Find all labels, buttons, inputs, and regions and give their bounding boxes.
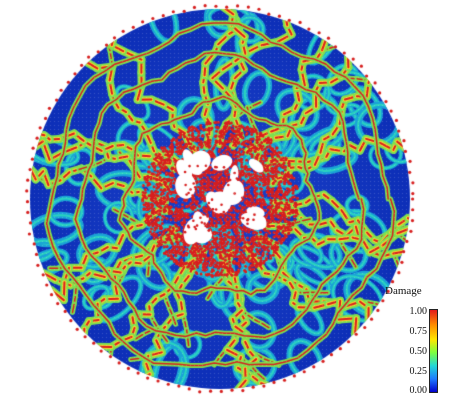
colorbar-tick: 1.00 xyxy=(409,306,428,317)
colorbar-tick: 0.00 xyxy=(409,385,428,396)
colorbar-tick: 0.25 xyxy=(409,366,428,377)
colorbar-gradient xyxy=(429,309,438,393)
colorbar-title: Damage xyxy=(385,285,422,297)
damage-colorbar: Damage 1.00 0.75 0.50 0.25 0.00 xyxy=(382,285,450,397)
colorbar-tick: 0.50 xyxy=(409,346,428,357)
colorbar-tick: 0.75 xyxy=(409,326,428,337)
